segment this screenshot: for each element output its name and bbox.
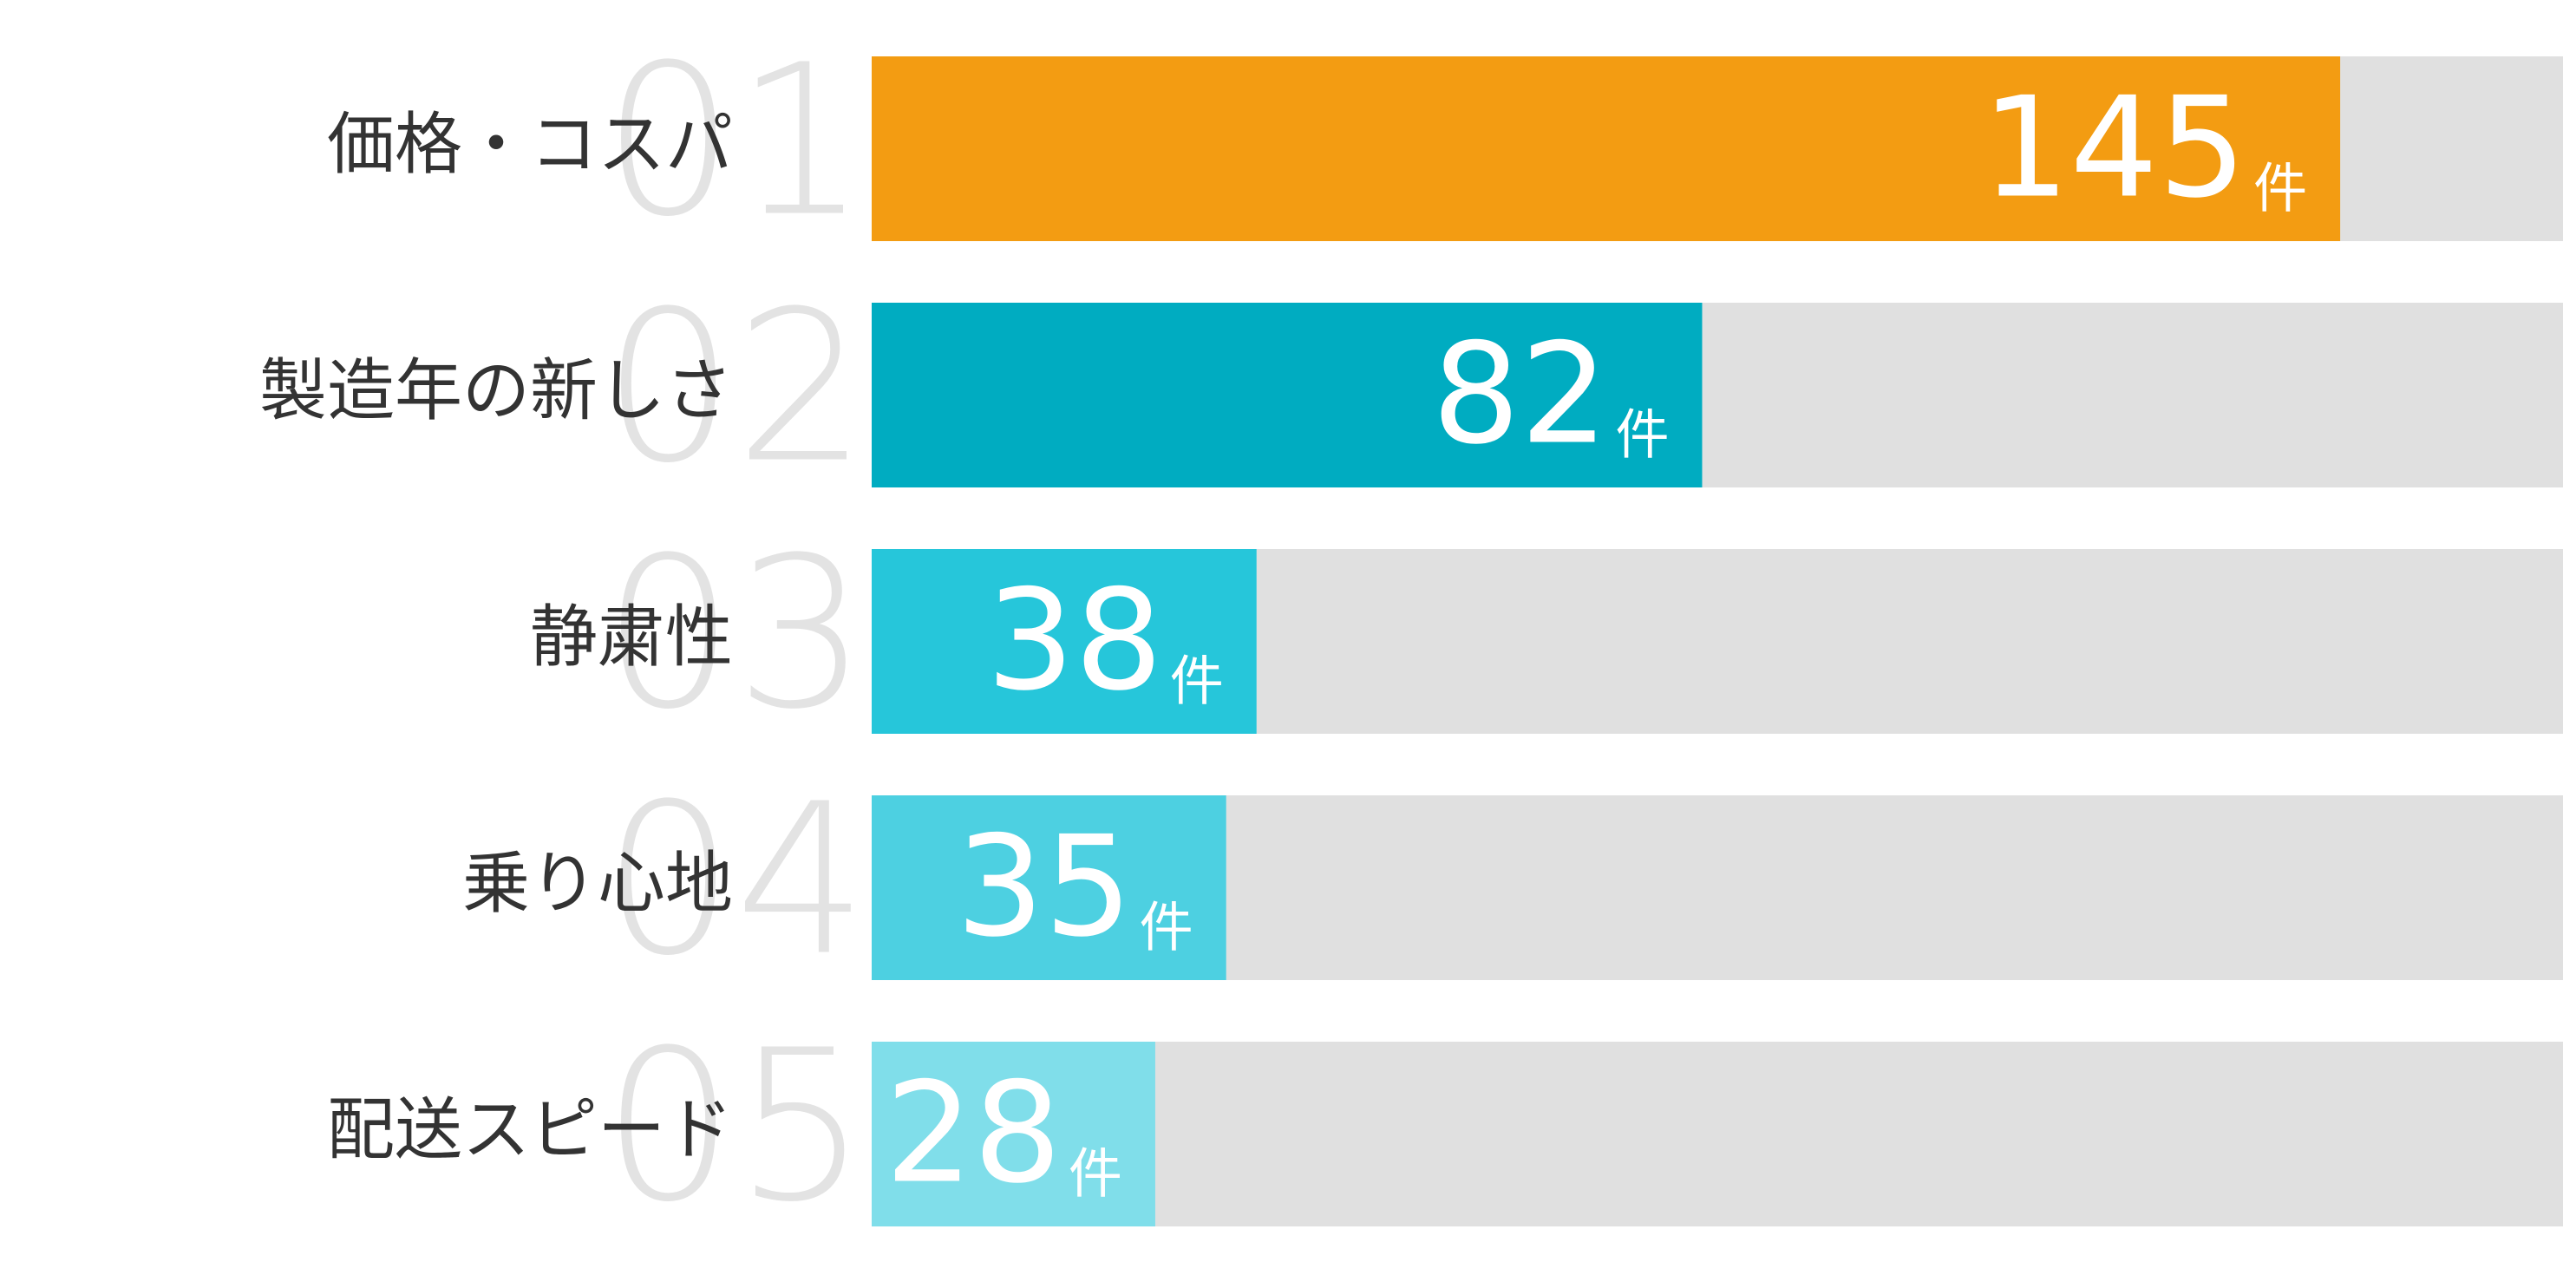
- bar: [872, 549, 1257, 734]
- value-label: 35 件: [956, 805, 1193, 967]
- category-label: 乗り心地: [462, 845, 733, 923]
- value-label: 28 件: [885, 1051, 1122, 1213]
- rank-number: 05: [603, 1005, 867, 1248]
- value-number: 145: [1982, 66, 2246, 228]
- category-label: 製造年の新しさ: [259, 352, 733, 430]
- value-number: 28: [885, 1051, 1062, 1213]
- value-label: 82 件: [1432, 312, 1670, 474]
- category-label: 静粛性: [530, 598, 733, 677]
- value-label: 38 件: [986, 559, 1224, 721]
- rank-number: 03: [603, 513, 867, 755]
- rank-number: 02: [603, 266, 867, 509]
- value-unit: 件: [1069, 1142, 1122, 1206]
- bar: [872, 303, 1703, 487]
- value-number: 38: [986, 559, 1163, 721]
- rank-number: 01: [603, 20, 867, 263]
- bar: [872, 795, 1226, 980]
- value-number: 82: [1432, 312, 1609, 474]
- category-label: 配送スピード: [327, 1091, 733, 1169]
- category-label: 価格・コスパ: [327, 106, 733, 184]
- value-number: 35: [956, 805, 1133, 967]
- value-unit: 件: [1140, 896, 1193, 959]
- rank-number: 04: [603, 759, 867, 1002]
- value-unit: 件: [2253, 157, 2307, 220]
- value-label: 145 件: [1982, 66, 2307, 228]
- value-unit: 件: [1615, 403, 1669, 467]
- bar: [872, 1042, 1155, 1226]
- bar: [872, 56, 2341, 241]
- value-unit: 件: [1170, 650, 1224, 713]
